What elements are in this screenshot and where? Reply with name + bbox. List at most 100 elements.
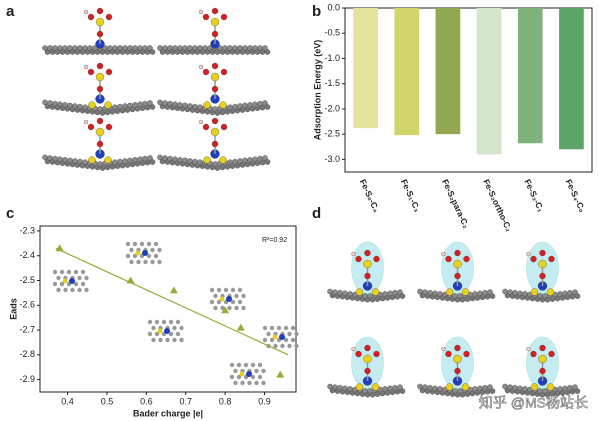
atom (397, 384, 403, 390)
atom (463, 350, 470, 358)
atom (149, 104, 156, 110)
atom (441, 346, 446, 352)
atom (83, 64, 89, 70)
lattice-atom (269, 337, 275, 343)
y-tick-label: -2.8 (19, 349, 35, 359)
atom (220, 68, 228, 76)
atom (371, 288, 380, 296)
lattice-atom (172, 337, 177, 343)
atom (538, 354, 547, 364)
atom (264, 159, 271, 165)
lattice-atom (70, 287, 75, 293)
atom (147, 100, 153, 106)
x-tick-label: 0.6 (140, 396, 153, 406)
lattice-s (135, 250, 141, 256)
atom (87, 123, 95, 131)
atom (441, 251, 446, 257)
lattice-atom (240, 380, 245, 386)
atom (445, 288, 454, 296)
atom (459, 391, 466, 398)
atom (453, 259, 462, 269)
atom (96, 85, 104, 93)
atom (139, 160, 146, 166)
point (169, 286, 178, 294)
atom (239, 107, 246, 113)
atom (249, 161, 256, 167)
atom (254, 160, 261, 166)
lattice-atom (84, 287, 89, 293)
x-tick-label: 0.4 (61, 396, 74, 406)
atom (95, 127, 105, 137)
atom (479, 294, 486, 301)
lattice-atom (139, 241, 145, 247)
y-tick-label: 0.0 (327, 2, 340, 12)
lattice-atom (280, 343, 285, 349)
atom (96, 140, 104, 148)
lattice-atom (151, 337, 156, 343)
y-axis-label: Adsorption Energy (eV) (312, 40, 322, 141)
atom (262, 100, 268, 106)
lattice-atom (290, 337, 296, 343)
panel-label: a (6, 3, 15, 20)
x-tick-label: 0.8 (219, 396, 232, 406)
lattice-atom (129, 247, 134, 253)
atom (454, 249, 461, 257)
atom (214, 110, 221, 116)
atom (548, 255, 555, 263)
x-tick-label: Fe-S₄-C₀ (564, 178, 588, 214)
atom (264, 104, 271, 110)
point (236, 323, 245, 331)
atom (530, 255, 537, 263)
atom (220, 123, 228, 131)
atom (546, 383, 555, 391)
lattice-atom (227, 305, 232, 311)
axis-frame (344, 7, 593, 173)
lattice-atom (125, 253, 131, 259)
atom (211, 140, 219, 148)
lattice-atom (261, 380, 266, 386)
atom (134, 106, 141, 112)
atom (95, 17, 105, 27)
lattice-atom (213, 305, 218, 311)
bar (394, 8, 420, 136)
atom (369, 296, 376, 303)
atom (87, 13, 95, 21)
lattice-atom (63, 287, 68, 293)
atom (229, 163, 236, 169)
lattice-atom (257, 362, 263, 368)
lattice-atom (294, 343, 299, 349)
lattice-atom (269, 325, 275, 331)
atom (489, 388, 496, 394)
atom (454, 272, 461, 280)
atom (379, 295, 386, 302)
atom (104, 156, 112, 164)
atom (464, 296, 471, 302)
atom (96, 30, 104, 38)
atom (394, 293, 401, 300)
x-tick-label: Fe-S₂ortho-C₂ (481, 178, 514, 234)
atom (114, 163, 121, 169)
atom (384, 295, 391, 301)
atom (373, 350, 380, 358)
atom (104, 101, 112, 109)
atom (389, 294, 396, 301)
lattice-atom (66, 269, 72, 275)
atom (219, 156, 227, 164)
atom (538, 259, 547, 269)
atom (149, 49, 156, 55)
atom (147, 155, 153, 161)
atom (374, 391, 381, 397)
atom (373, 255, 380, 263)
atom (211, 30, 219, 38)
atom (463, 255, 470, 263)
lattice-atom (254, 380, 259, 386)
atom (445, 350, 452, 358)
lattice-atom (209, 287, 215, 293)
lattice-atom (158, 337, 163, 343)
lattice-center (164, 328, 170, 334)
atom (572, 289, 578, 295)
bar (559, 8, 584, 150)
atom (379, 390, 386, 397)
lattice-center (142, 250, 148, 256)
